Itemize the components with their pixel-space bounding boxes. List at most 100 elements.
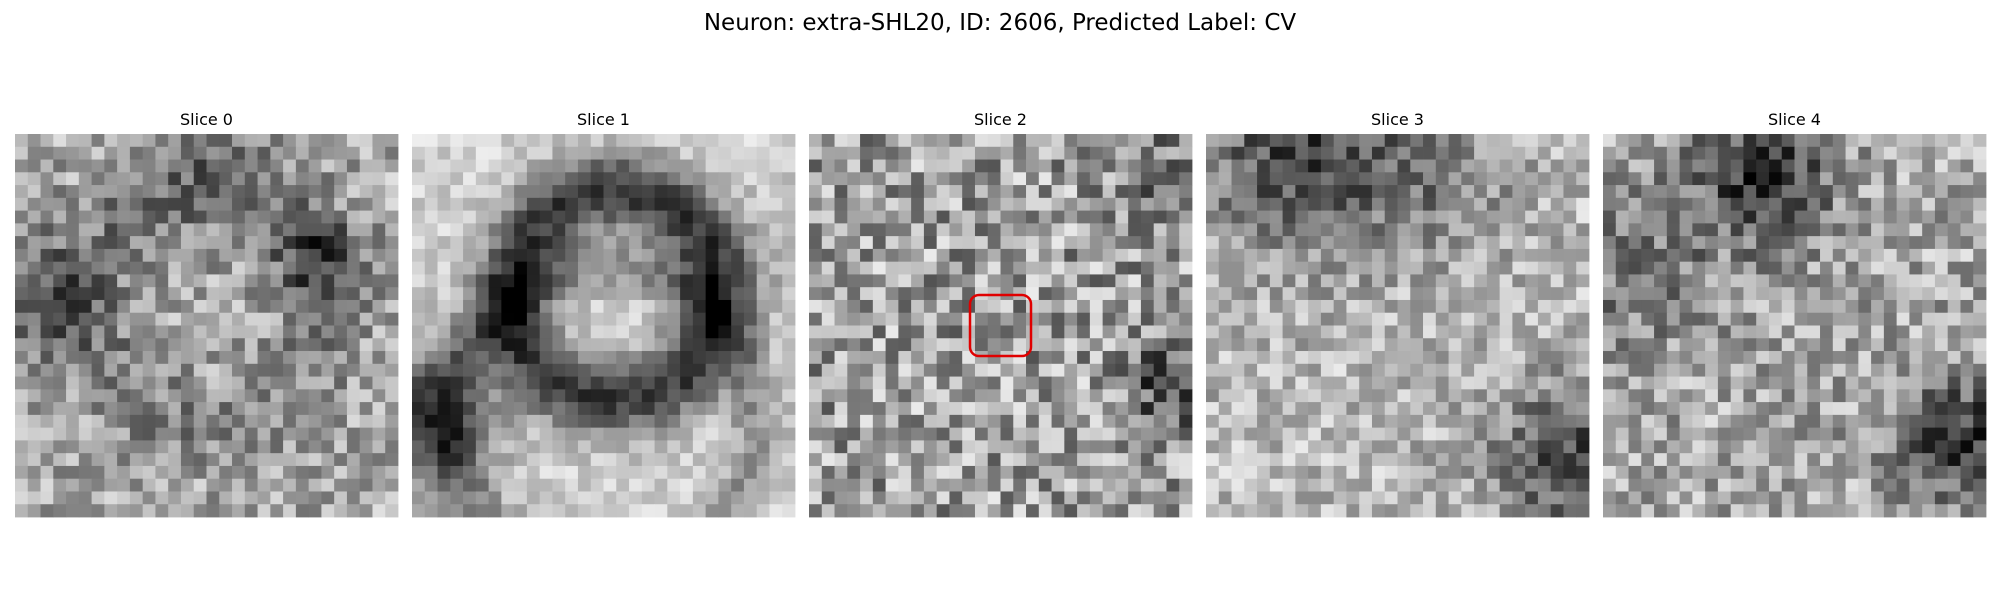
pixel xyxy=(847,440,861,454)
pixel xyxy=(809,338,823,352)
pixel xyxy=(488,453,502,467)
pixel xyxy=(1051,261,1065,275)
pixel xyxy=(923,325,938,339)
pixel xyxy=(91,325,105,339)
pixel xyxy=(974,504,989,518)
pixel xyxy=(78,185,92,199)
pixel xyxy=(1947,363,1961,377)
pixel xyxy=(987,402,1001,416)
pixel xyxy=(1397,236,1411,250)
pixel xyxy=(667,172,681,186)
pixel xyxy=(359,185,373,199)
pixel xyxy=(1269,427,1283,441)
pixel xyxy=(27,274,41,288)
pixel xyxy=(526,159,541,173)
pixel xyxy=(1000,185,1014,199)
pixel xyxy=(1384,248,1398,263)
pixel xyxy=(821,185,835,199)
pixel xyxy=(475,146,489,160)
pixel xyxy=(1768,299,1783,314)
pixel xyxy=(1128,159,1142,173)
pixel xyxy=(552,491,566,505)
pixel xyxy=(1973,414,1987,429)
pixel xyxy=(244,274,258,288)
pixel xyxy=(78,159,92,173)
pixel xyxy=(1603,197,1617,211)
pixel xyxy=(1026,465,1040,480)
pixel xyxy=(501,363,515,377)
pixel xyxy=(27,261,41,275)
pixel xyxy=(667,376,681,390)
pixel xyxy=(923,491,938,505)
pixel xyxy=(1064,159,1078,173)
pixel xyxy=(872,402,886,416)
pixel xyxy=(1000,389,1014,403)
pixel xyxy=(782,261,796,275)
pixel xyxy=(1512,363,1526,377)
pixel xyxy=(1384,223,1398,237)
pixel xyxy=(1218,210,1232,224)
pixel xyxy=(1077,312,1091,326)
pixel xyxy=(168,299,182,314)
pixel xyxy=(1359,325,1373,339)
pixel xyxy=(1218,402,1232,416)
pixel xyxy=(1922,146,1936,160)
pixel xyxy=(1883,146,1898,160)
pixel xyxy=(526,172,541,186)
pixel xyxy=(1064,248,1078,263)
pixel xyxy=(372,402,386,416)
pixel xyxy=(514,223,528,237)
pixel xyxy=(1807,376,1821,390)
pixel xyxy=(15,325,29,339)
pixel xyxy=(1269,197,1283,211)
pixel xyxy=(1654,427,1668,441)
pixel xyxy=(295,287,310,301)
pixel xyxy=(1384,478,1398,492)
pixel xyxy=(514,376,528,390)
pixel xyxy=(1909,197,1923,211)
pixel xyxy=(552,287,566,301)
pixel xyxy=(834,465,848,480)
pixel xyxy=(1820,210,1834,224)
pixel xyxy=(142,248,156,263)
pixel xyxy=(1537,223,1552,237)
pixel xyxy=(860,197,874,211)
pixel xyxy=(1282,299,1296,314)
pixel xyxy=(1448,172,1462,186)
pixel xyxy=(1140,504,1155,518)
pixel xyxy=(1756,197,1770,211)
pixel xyxy=(769,402,783,416)
pixel xyxy=(1883,376,1898,390)
pixel xyxy=(385,261,399,275)
pixel xyxy=(1537,338,1552,352)
pixel xyxy=(1206,351,1220,365)
pixel xyxy=(437,325,451,339)
pixel xyxy=(27,248,41,263)
pixel xyxy=(129,338,144,352)
pixel xyxy=(180,414,195,429)
pixel xyxy=(769,312,783,326)
pixel xyxy=(1909,440,1923,454)
pixel xyxy=(1909,504,1923,518)
pixel xyxy=(91,376,105,390)
pixel xyxy=(834,274,848,288)
pixel xyxy=(1128,389,1142,403)
pixel xyxy=(705,312,719,326)
pixel xyxy=(1807,197,1821,211)
pixel xyxy=(219,248,233,263)
panel-title: Slice 3 xyxy=(1371,110,1424,129)
pixel xyxy=(1308,338,1322,352)
pixel xyxy=(1231,274,1245,288)
pixel xyxy=(834,210,848,224)
pixel xyxy=(629,236,643,250)
pixel xyxy=(40,478,54,492)
pixel xyxy=(1218,146,1232,160)
pixel xyxy=(590,248,604,263)
pixel xyxy=(743,402,758,416)
pixel xyxy=(885,465,899,480)
pixel xyxy=(1947,223,1961,237)
pixel xyxy=(437,197,451,211)
pixel xyxy=(552,440,566,454)
pixel xyxy=(104,376,118,390)
pixel xyxy=(1026,248,1040,263)
